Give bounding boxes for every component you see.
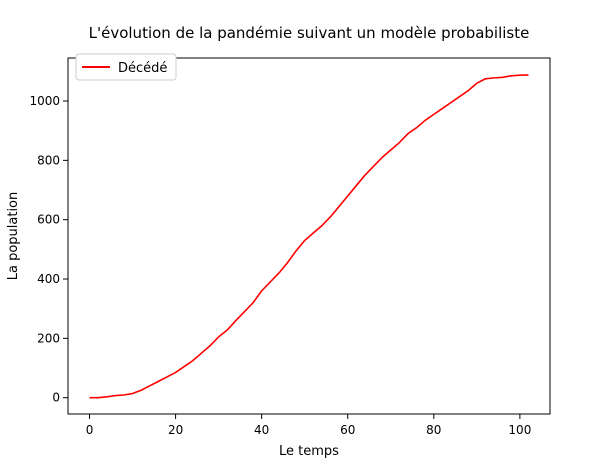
x-tick-label: 20 xyxy=(168,423,183,437)
y-tick-label: 400 xyxy=(37,272,60,286)
legend-label-decede: Décédé xyxy=(118,61,167,76)
chart-title: L'évolution de la pandémie suivant un mo… xyxy=(89,24,530,42)
y-tick-label: 1000 xyxy=(29,94,60,108)
x-tick-label: 80 xyxy=(426,423,441,437)
x-tick-label: 0 xyxy=(86,423,94,437)
x-tick-label: 60 xyxy=(340,423,355,437)
legend: Décédé xyxy=(76,54,176,80)
y-tick-label: 800 xyxy=(37,153,60,167)
y-axis-label: La population xyxy=(6,192,21,281)
y-tick-label: 600 xyxy=(37,213,60,227)
x-tick-label: 40 xyxy=(254,423,269,437)
y-tick-label: 0 xyxy=(52,391,60,405)
y-tick-label: 200 xyxy=(37,331,60,345)
x-axis-label: Le temps xyxy=(279,444,339,459)
x-tick-label: 100 xyxy=(508,423,531,437)
